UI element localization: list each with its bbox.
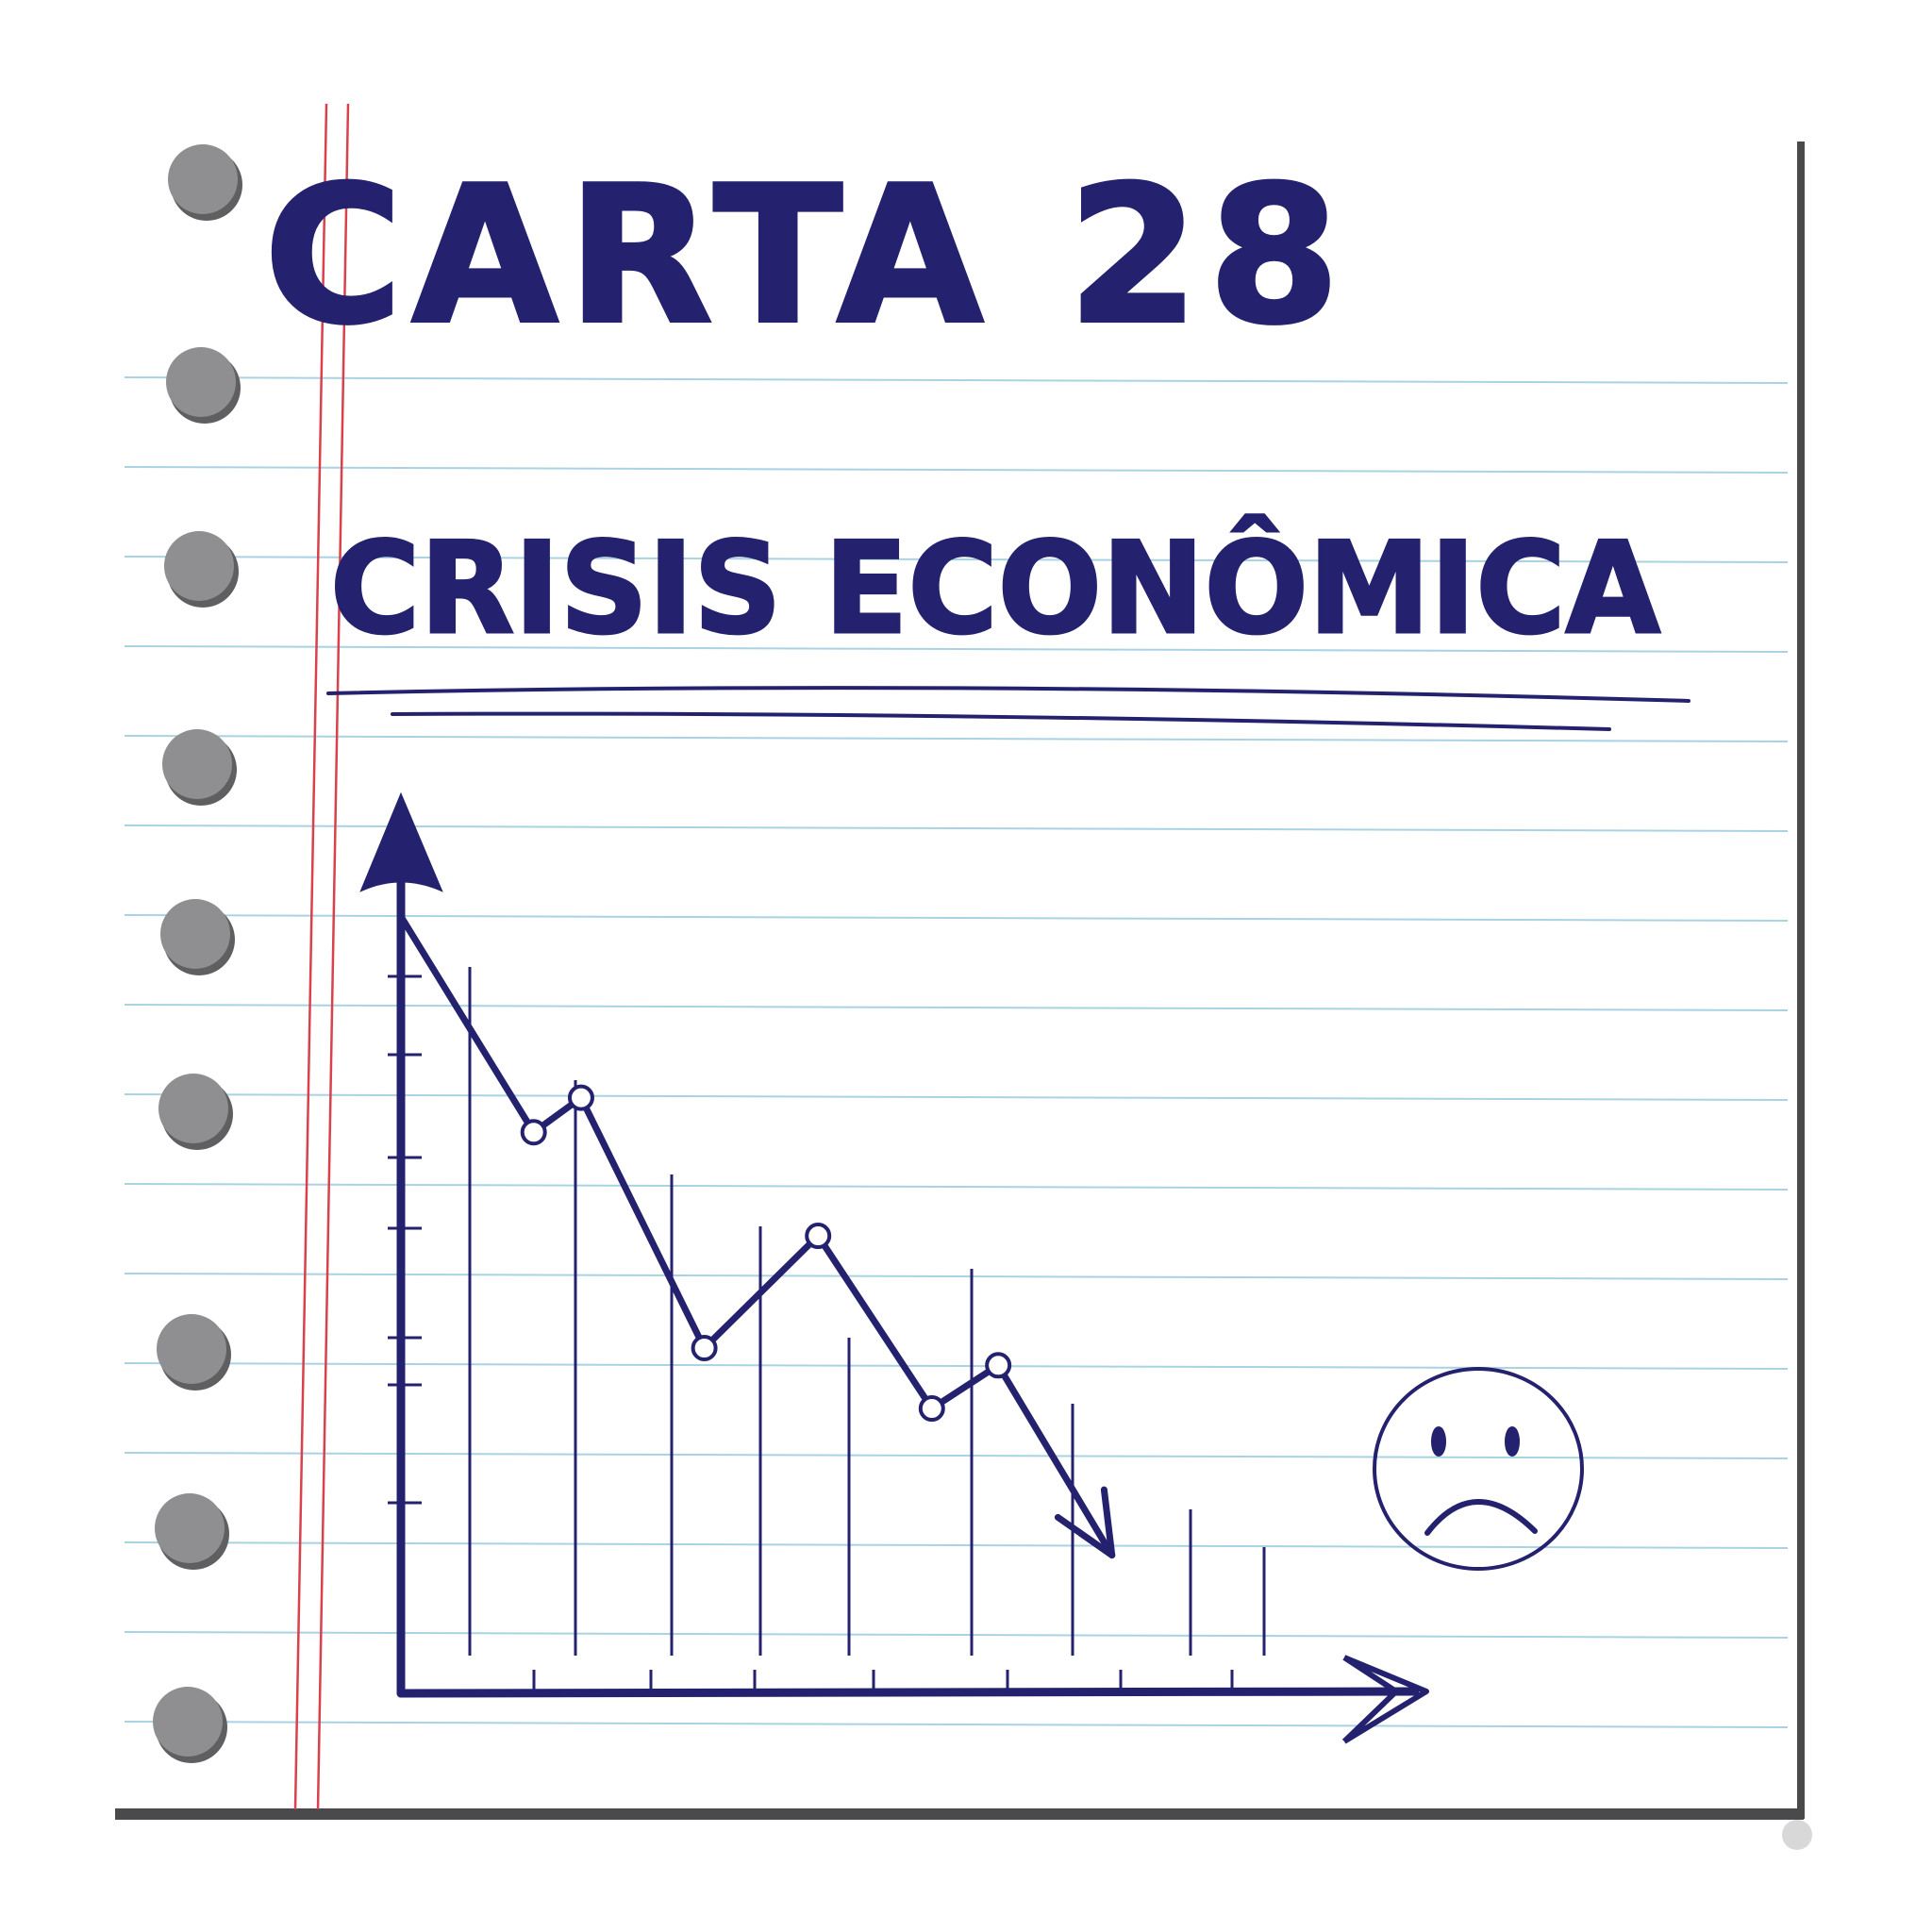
data-point [523,1121,545,1143]
punch-hole [160,899,230,969]
punch-hole [164,531,234,601]
punch-hole [162,729,232,799]
punch-hole [153,1687,223,1757]
punch-hole [157,1314,226,1384]
punch-hole [155,1493,225,1563]
page-title: CARTA 28 [264,146,1349,366]
punch-hole [166,347,236,417]
punch-hole [168,144,238,214]
page-subtitle: CRISIS ECONÔMICA [330,515,1660,662]
data-point [987,1354,1009,1376]
punch-hole [158,1074,228,1143]
data-point [693,1337,716,1359]
x-axis [401,1691,1415,1693]
data-point [807,1224,829,1247]
data-point [921,1397,943,1420]
data-point [570,1087,592,1109]
